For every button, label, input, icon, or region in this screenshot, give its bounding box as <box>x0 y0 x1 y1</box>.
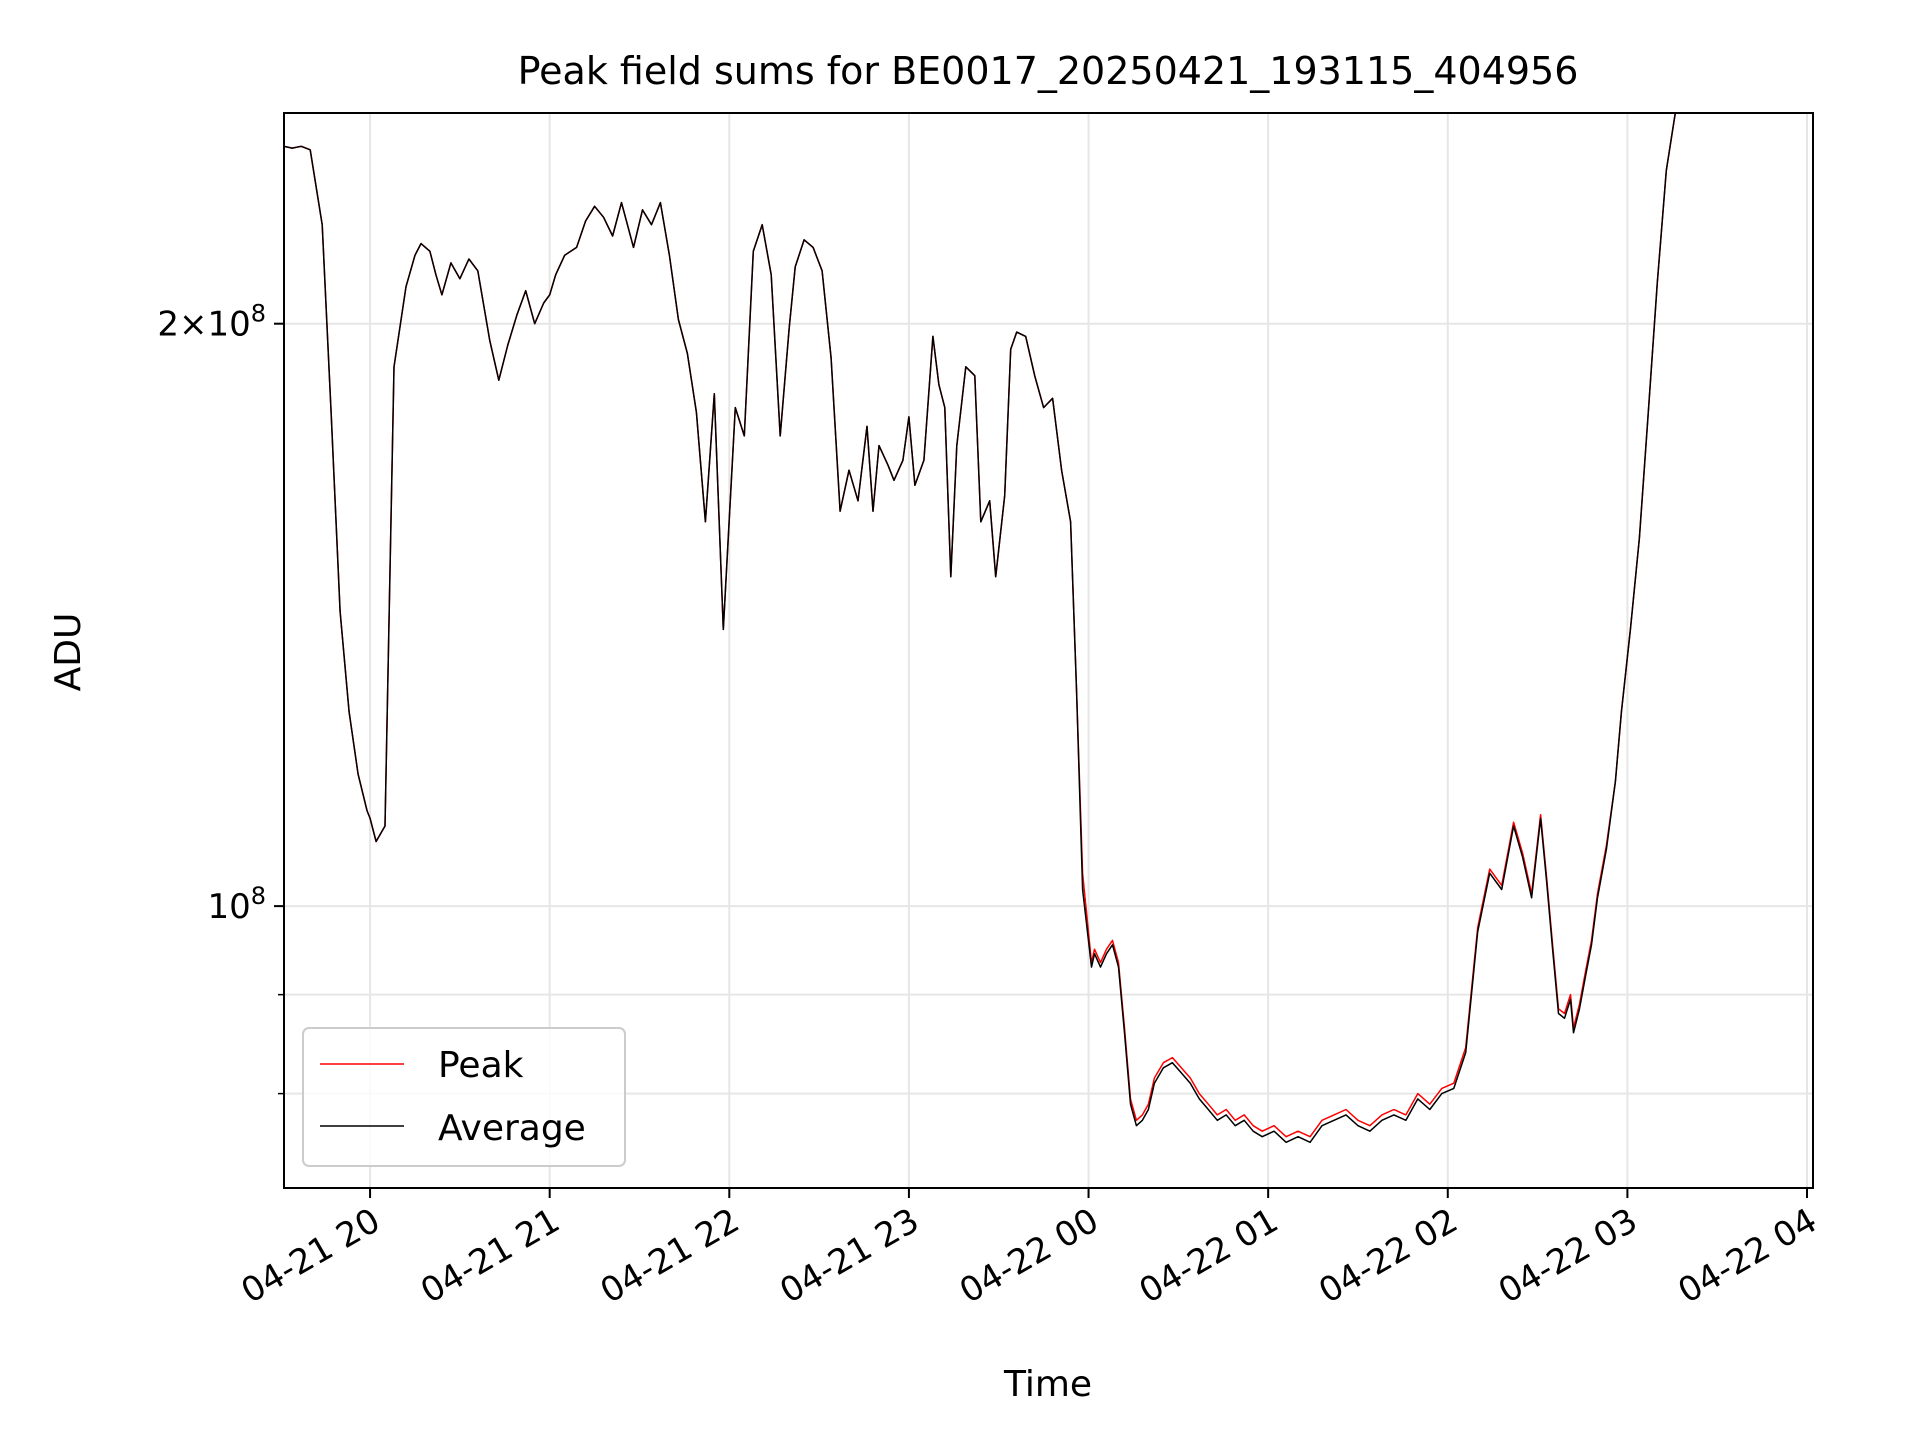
chart-title: Peak field sums for BE0017_20250421_1931… <box>518 49 1579 93</box>
series-lines <box>284 113 1677 1144</box>
series-line-average <box>284 113 1677 1144</box>
grid <box>284 113 1813 1188</box>
y-axis-label: ADU <box>48 613 89 692</box>
x-axis-label: Time <box>1003 1364 1092 1405</box>
legend-box <box>302 1027 626 1167</box>
y-tick-label: 2×108 <box>157 300 266 345</box>
legend-label-peak: Peak <box>438 1045 524 1086</box>
plot-frame <box>283 112 1814 1189</box>
legend: Peak Average <box>302 1027 626 1167</box>
legend-label-average: Average <box>438 1108 586 1149</box>
